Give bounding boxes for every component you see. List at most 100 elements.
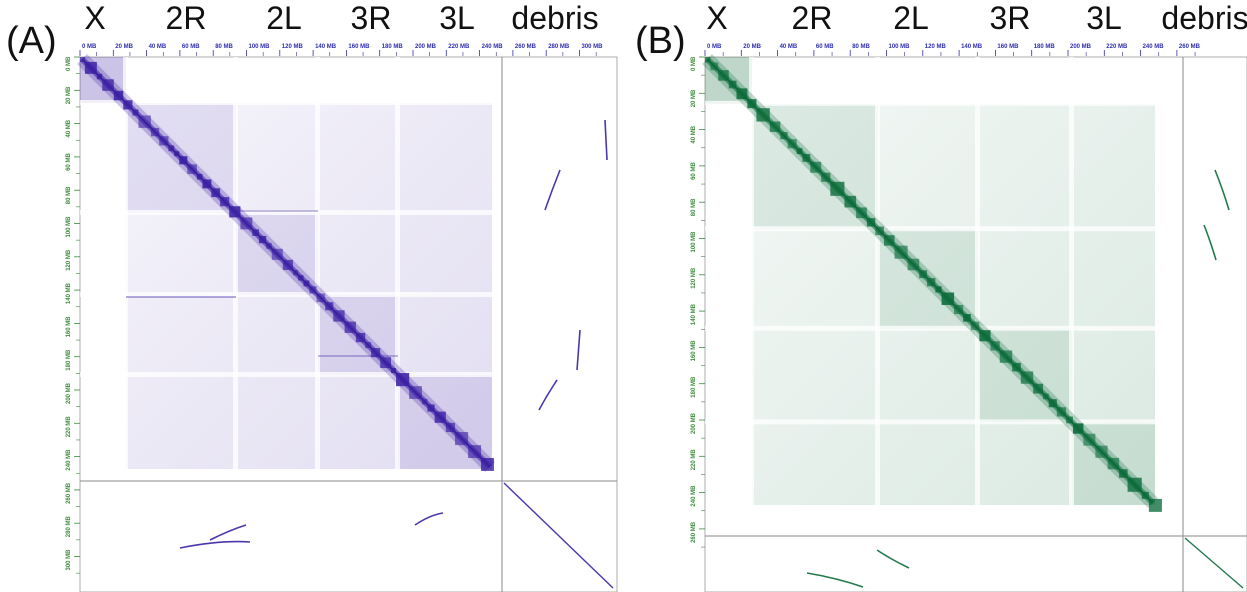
tad-square — [132, 109, 139, 116]
top-axis-tick-label: 120 MB — [925, 44, 947, 50]
tad-square — [138, 115, 151, 128]
tad-square — [355, 332, 366, 343]
tad-square — [1020, 371, 1034, 384]
left-axis-tick-label: 260 MB — [691, 521, 697, 543]
left-axis-tick-label: 180 MB — [66, 349, 72, 371]
tad-square — [970, 321, 980, 331]
tad-square — [769, 121, 781, 132]
debris-contact-curve — [1214, 169, 1230, 211]
left-axis-tick-label: 80 MB — [66, 186, 72, 204]
tad-square — [736, 88, 748, 100]
tad-square — [380, 357, 392, 369]
left-axis-tick-label: 220 MB — [691, 449, 697, 471]
debris-contact-curve — [179, 540, 251, 549]
tad-square — [409, 386, 422, 399]
chrom-label-3l: 3L — [439, 0, 475, 36]
tad-square — [298, 275, 304, 281]
tad-square — [1012, 362, 1021, 372]
contact-heatmap-b: 0 MB 20 MB 40 MB 60 MB 80 MB 100 MB 120 MB 140 … — [691, 44, 1247, 592]
top-axis-tick-label: 100 MB — [889, 44, 911, 50]
tad-square — [371, 348, 381, 358]
tad-square — [325, 302, 334, 311]
band-gap-h — [705, 226, 1155, 232]
band-gap-v — [315, 57, 320, 469]
left-axis-tick-label: 160 MB — [691, 340, 697, 362]
top-axis-tick-label: 180 MB — [382, 44, 404, 50]
left-axis-tick-label: 200 MB — [691, 412, 697, 434]
top-axis-tick-label: 220 MB — [448, 44, 470, 50]
tad-square — [1127, 477, 1142, 492]
tad-square — [159, 136, 169, 146]
tad-square — [481, 458, 494, 471]
tad-square — [830, 181, 845, 196]
debris-contact-curve — [604, 119, 608, 161]
top-axis-tick-label: 260 MB — [1179, 44, 1201, 50]
tad-square — [271, 248, 283, 260]
tad-square — [856, 207, 867, 219]
tad-square — [187, 164, 197, 174]
tad-square — [935, 286, 942, 293]
panel-label-a: (A) — [6, 20, 57, 62]
tad-square — [266, 243, 272, 249]
tad-square — [999, 350, 1013, 363]
tad-square — [282, 259, 294, 271]
tad-square — [1056, 407, 1067, 417]
top-axis-tick-label: 220 MB — [1106, 44, 1128, 50]
left-axis-tick-label: 120 MB — [691, 267, 697, 289]
tad-square — [80, 57, 85, 62]
tad-square — [718, 70, 729, 81]
tad-square — [875, 226, 884, 236]
tad-square — [1107, 457, 1120, 470]
tad-square — [1119, 469, 1128, 478]
top-axis-tick-label: 0 MB — [82, 44, 97, 50]
top-axis-tick-label: 60 MB — [182, 44, 200, 50]
tad-square — [963, 314, 971, 322]
debris-diagonal — [1184, 537, 1244, 589]
tad-square — [202, 179, 212, 189]
tad-square — [445, 422, 456, 433]
top-axis-tick-label: 120 MB — [282, 44, 304, 50]
tad-square — [710, 62, 719, 71]
left-axis-tick-label: 240 MB — [691, 485, 697, 507]
band-gap-v — [233, 57, 238, 469]
debris-diagonal — [503, 482, 614, 589]
chrom-label-x: X — [706, 0, 728, 36]
left-axis-tick-label: 60 MB — [66, 153, 72, 171]
tad-square — [954, 304, 964, 315]
tad-square — [468, 445, 482, 459]
top-axis-tick-label: 60 MB — [816, 44, 834, 50]
left-axis-tick-label: 100 MB — [66, 216, 72, 238]
tad-square — [96, 73, 103, 80]
tad-square — [196, 173, 203, 180]
band-gap-v — [123, 57, 128, 469]
tad-square — [1048, 399, 1057, 408]
tad-square — [1033, 383, 1044, 394]
top-axis-tick-label: 20 MB — [743, 44, 761, 50]
tad-square — [796, 148, 803, 154]
band-gap-v — [975, 57, 980, 505]
top-axis-tick-label: 260 MB — [515, 44, 537, 50]
chrom-label-3r: 3R — [989, 0, 1031, 36]
band-gap-h — [80, 372, 492, 377]
tad-square — [1066, 416, 1073, 424]
top-axis-tick-label: 160 MB — [348, 44, 370, 50]
top-axis-tick-label: 240 MB — [1143, 44, 1165, 50]
tad-square — [894, 245, 908, 259]
tad-square — [220, 197, 230, 207]
band-gap-v — [1069, 57, 1074, 505]
band-gap-v — [395, 57, 400, 469]
left-axis-tick-label: 120 MB — [66, 249, 72, 271]
tad-square — [344, 321, 356, 333]
left-axis-tick-label: 300 MB — [66, 549, 72, 571]
tad-square — [365, 342, 372, 349]
top-axis-tick-label: 80 MB — [215, 44, 233, 50]
chrom-label-2l: 2L — [893, 0, 929, 36]
tad-square — [455, 432, 469, 446]
debris-contact-curve — [876, 549, 910, 569]
chrom-label-2l: 2L — [266, 0, 302, 36]
tad-square — [941, 292, 955, 305]
tad-square — [434, 411, 446, 423]
chrom-label-debris: debris — [1161, 0, 1247, 36]
tad-square — [113, 90, 124, 101]
tad-square — [979, 330, 991, 342]
